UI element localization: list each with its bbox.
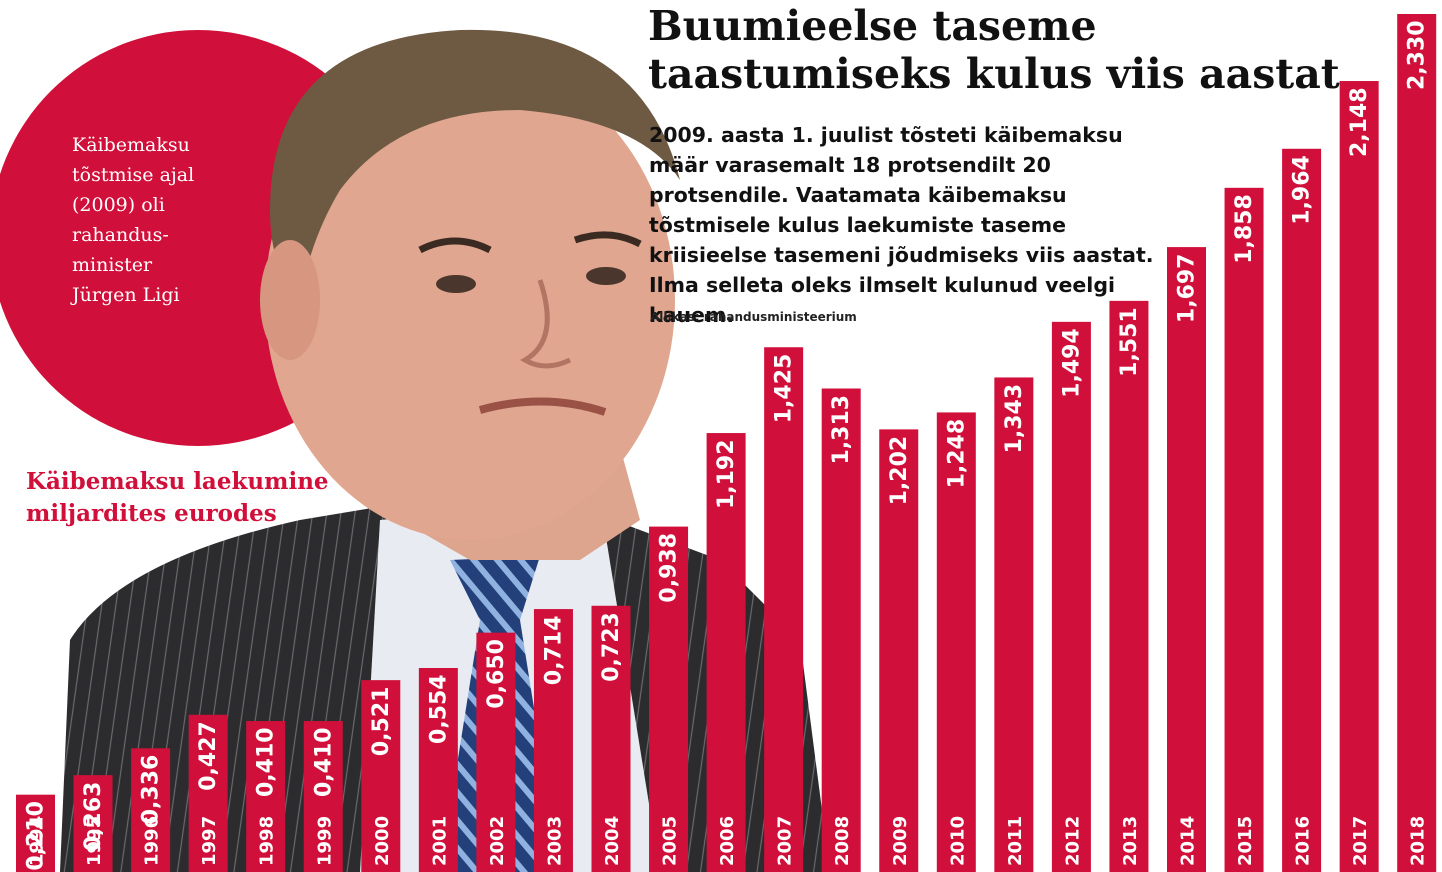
year-label: 1999 [314,816,335,866]
value-label: 1,192 [714,439,739,509]
value-label: 1,248 [944,419,969,489]
bar-2009 [879,429,919,872]
value-label: 0,554 [426,674,451,744]
bar-2005 [649,526,689,872]
value-label: 0,410 [254,727,279,797]
value-label: 1,964 [1290,155,1315,225]
value-label: 0,263 [81,782,106,852]
value-label: 1,313 [829,395,854,465]
year-label: 2014 [1178,816,1199,866]
bar-1998 [246,721,286,872]
value-label: 0,210 [24,801,49,871]
value-label: 1,858 [1232,194,1257,264]
value-label: 2,148 [1347,87,1372,157]
year-label: 2015 [1235,816,1256,866]
bar-2000 [361,680,401,872]
value-label: 0,410 [311,727,336,797]
value-label: 0,521 [369,687,394,757]
value-label: 0,938 [657,533,682,603]
headline: Buumieelse taseme taastumiseks kulus vii… [648,2,1340,98]
year-label: 1997 [199,816,220,866]
bar-2016 [1282,148,1322,872]
bar-2010 [936,412,976,872]
value-label: 1,494 [1059,328,1084,398]
year-label: 2017 [1350,816,1371,866]
bar-2014 [1167,247,1206,872]
bar-1997 [188,714,228,872]
year-label: 2018 [1408,816,1429,866]
bar-1999 [303,721,343,872]
year-label: 1995 [84,816,105,866]
bar-2006 [706,433,746,872]
bar-2015 [1224,187,1264,872]
bar-2018 [1397,14,1437,872]
photo-caption: Käibemaksu tõstmise ajal (2009) oli raha… [72,134,195,306]
bar-2011 [994,377,1034,872]
bar-1995 [73,775,113,872]
value-label: 1,343 [1002,384,1027,454]
value-label: 1,551 [1117,307,1142,377]
year-label: 2000 [372,816,393,866]
year-label: 1996 [142,816,163,866]
bar-1994 [16,794,55,872]
bar-2017 [1339,81,1379,872]
bar-2013 [1109,300,1149,872]
value-label: 1,425 [772,354,797,424]
value-label: 0,336 [139,755,164,825]
source-note: Allikas: rahandusministeerium [650,310,857,324]
description: 2009. aasta 1. juulist tõsteti käibemaks… [649,123,1154,327]
value-label: 0,723 [599,612,624,682]
year-label: 2013 [1120,816,1141,866]
year-label: 2006 [717,816,738,866]
year-label: 2011 [1005,816,1026,866]
year-label: 1998 [257,816,278,866]
value-label: 0,650 [484,639,509,709]
year-label: 2007 [775,816,796,866]
year-label: 2001 [429,816,450,866]
bar-2002 [476,632,516,872]
year-label: 2002 [487,816,508,866]
chart-title: Käibemaksu laekumine miljardites eurodes [26,468,329,527]
year-label: 2010 [947,816,968,866]
value-label: 0,714 [541,615,566,685]
year-label: 2012 [1062,816,1083,866]
value-label: 0,427 [196,721,221,791]
bar-2003 [533,609,573,872]
value-label: 1,202 [887,436,912,506]
bar-2004 [591,605,631,872]
value-label: 2,330 [1405,20,1430,90]
bar-2001 [418,667,458,872]
year-label: 2003 [544,816,565,866]
year-label: 2009 [890,816,911,866]
bar-2007 [764,347,804,872]
year-label: 2005 [660,816,681,866]
year-label: 2004 [602,816,623,866]
bar-1996 [131,748,171,872]
bar-2008 [821,388,861,872]
value-label: 1,697 [1175,254,1200,324]
year-label: 2016 [1293,816,1314,866]
bar-2012 [1051,321,1091,872]
year-label: 2008 [832,816,853,866]
year-label: 1994 [27,816,48,866]
